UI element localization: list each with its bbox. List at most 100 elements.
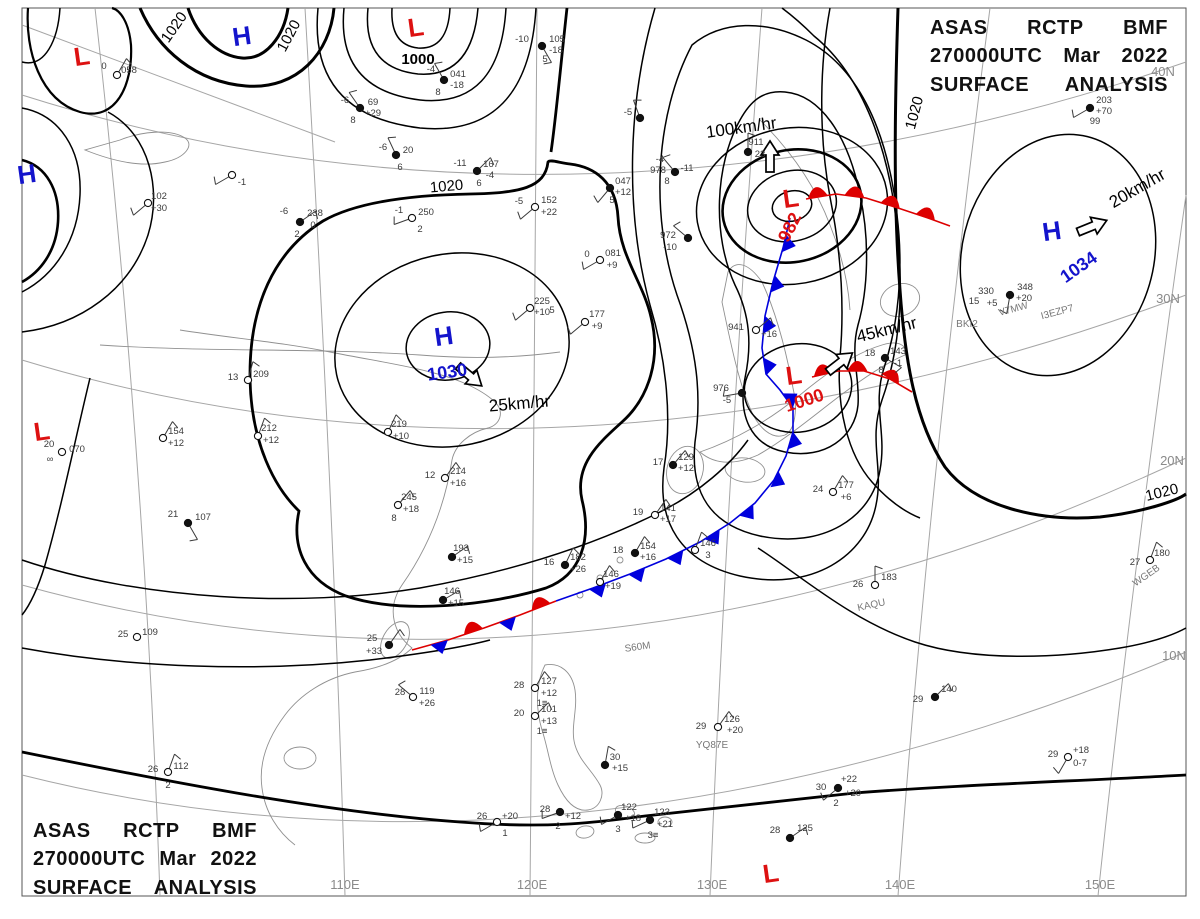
station-value: -11	[453, 158, 466, 169]
wind-barb-feather	[631, 820, 634, 829]
isobar-ring	[743, 342, 853, 434]
station-plot: 13 209	[228, 361, 269, 385]
station-value: +26	[419, 698, 435, 709]
wind-barb-feather	[599, 816, 603, 825]
isobar-line	[21, 377, 91, 616]
station-value: 2	[165, 780, 170, 791]
station-value: +9	[607, 260, 618, 271]
station-circle-icon	[1005, 290, 1015, 300]
station-value: 193	[453, 543, 469, 554]
station-value: +30	[151, 203, 167, 214]
station-value: +20	[727, 725, 743, 736]
title-word: ANALYSIS	[153, 876, 257, 899]
wind-barb-feather	[543, 61, 552, 65]
station-circle-icon	[530, 711, 540, 721]
wind-barb-feather	[547, 702, 553, 711]
station-plot: 19 141+17	[633, 499, 676, 525]
coastlines	[83, 119, 921, 846]
pressure-value-label: 1034	[1056, 247, 1100, 286]
title-word: RCTP	[1027, 16, 1084, 39]
wind-barb-feather	[805, 826, 809, 835]
station-value: -1	[894, 358, 902, 369]
wind-barb-feather	[684, 450, 690, 458]
graticule-line	[21, 294, 1187, 430]
wind-barb-feather	[544, 671, 551, 678]
station-value: 154	[168, 426, 184, 437]
pressure-value-label: 1030	[426, 359, 468, 384]
station-value: 109	[142, 627, 158, 638]
title-word: BMF	[212, 819, 257, 842]
station-plot: 17 129+12	[653, 450, 694, 474]
station-value: +26	[570, 564, 586, 575]
low-center-symbol: L	[761, 857, 781, 889]
station-plot: 29 +18 0-7	[1048, 745, 1089, 774]
station-plot: 21 107	[168, 509, 211, 542]
warm-front-pip	[880, 195, 900, 209]
station-value: 17	[653, 457, 664, 468]
cold-front-pip	[498, 616, 516, 631]
station-circle-icon	[828, 487, 838, 497]
station-circle-icon	[650, 510, 660, 520]
station-circle-icon	[407, 213, 417, 223]
station-value: 203	[1096, 95, 1112, 106]
station-value: 250	[418, 207, 434, 218]
station-circle-icon	[690, 545, 700, 555]
station-circle-icon	[525, 303, 535, 313]
station-value: +18	[403, 504, 419, 515]
station-value: 29	[913, 694, 924, 705]
wind-barb-feather	[387, 136, 396, 139]
ship-id-label: I3EZP7	[1040, 303, 1075, 322]
cold-front-pip	[770, 471, 786, 488]
isobar-line	[26, 6, 133, 115]
station-value: 177	[838, 480, 854, 491]
station-value: 5	[542, 54, 547, 65]
station-value: 238	[307, 208, 323, 219]
wind-barb-feather	[593, 195, 599, 203]
station-value: +6	[841, 492, 852, 503]
station-value: 2	[417, 224, 422, 235]
wind-barb-feather	[398, 680, 406, 686]
station-value: 978	[650, 165, 666, 176]
warm-front-pip	[847, 361, 868, 371]
cold-front-pip	[763, 315, 777, 334]
title-word: Mar	[1063, 45, 1101, 68]
map-frame	[21, 7, 1187, 897]
station-plot: 245+18 8	[391, 490, 419, 524]
low-center-symbol: L	[406, 11, 426, 43]
station-value: 28	[514, 680, 525, 691]
station-plot: 28 125	[770, 823, 813, 843]
station-circle-icon	[112, 70, 122, 80]
isobar-line	[138, 7, 336, 88]
station-circle-icon	[713, 722, 723, 732]
station-plot: 219+10	[383, 414, 409, 442]
wind-barb-feather	[662, 154, 671, 158]
isobar-line	[549, 7, 569, 153]
isobar-line	[893, 7, 1187, 520]
station-value: -18	[549, 45, 563, 56]
station-plot: 28 119+26	[395, 680, 435, 709]
isobar-line	[631, 7, 902, 581]
station-circle-icon	[391, 150, 401, 160]
station-value: 25	[118, 629, 129, 640]
wind-barb-feather	[895, 367, 902, 374]
station-value: 911	[748, 137, 763, 148]
station-circle-icon	[833, 783, 843, 793]
station-circle-icon	[560, 560, 570, 570]
station-circle-icon	[530, 683, 540, 693]
coastline	[721, 264, 796, 437]
isobar-line	[21, 158, 60, 284]
wind-barb-feather	[947, 683, 953, 692]
station-value: 123	[654, 807, 670, 818]
station-value: +13	[541, 716, 557, 727]
wind-barb-feather	[478, 823, 482, 832]
station-circle-icon	[1063, 752, 1073, 762]
isobar-line	[248, 159, 656, 608]
wind-barb-feather	[130, 207, 134, 216]
graticule-line	[304, 7, 346, 897]
station-circle-icon	[355, 103, 365, 113]
station-circle-icon	[645, 815, 655, 825]
graticule-line	[529, 7, 538, 897]
station-plot: 27 180	[1130, 541, 1170, 568]
